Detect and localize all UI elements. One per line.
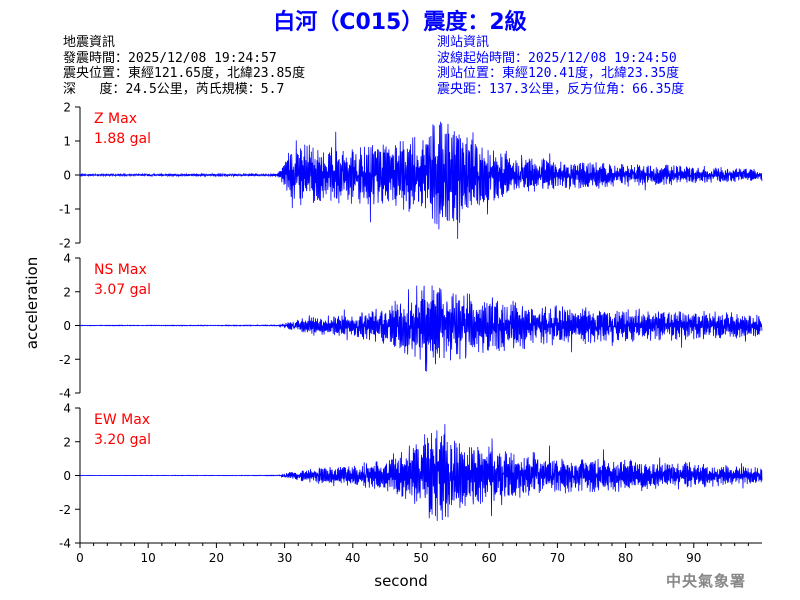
epicentral-distance: 震央距：137.3公里，反方位角：66.35度 (437, 81, 685, 97)
y-tick-label: -2 (59, 503, 71, 517)
waveform-trace (79, 121, 763, 239)
x-tick-label: 70 (550, 551, 565, 565)
x-tick-label: 50 (413, 551, 428, 565)
x-tick-label: 10 (141, 551, 156, 565)
y-tick-label: -4 (59, 537, 71, 551)
component-label: EW Max (94, 412, 150, 428)
y-tick-label: -2 (59, 353, 71, 367)
y-tick-label: 2 (63, 285, 71, 299)
y-tick-label: 4 (63, 402, 71, 416)
y-tick-label: 0 (63, 319, 71, 333)
wave-start-time: 波線起始時間：2025/12/08 19:24:50 (437, 50, 677, 66)
station-info-heading: 測站資訊 (437, 35, 490, 50)
quake-info-block: 地震資訊 發震時間：2025/12/08 19:24:57 震央位置：東經121… (63, 35, 305, 97)
max-value-label: 3.20 gal (94, 432, 151, 448)
station-info-block: 測站資訊 波線起始時間：2025/12/08 19:24:50 測站位置：東經1… (437, 35, 684, 97)
x-tick-label: 30 (277, 551, 292, 565)
max-value-label: 1.88 gal (94, 131, 151, 147)
component-label: NS Max (94, 262, 147, 278)
y-tick-label: -1 (59, 203, 71, 217)
max-value-label: 3.07 gal (94, 282, 151, 298)
x-tick-label: 20 (209, 551, 224, 565)
station-location: 測站位置：東經120.41度，北緯23.35度 (437, 66, 680, 81)
epicenter-location: 震央位置：東經121.65度，北緯23.85度 (63, 66, 306, 81)
waveform-trace (79, 285, 763, 372)
x-tick-label: 40 (345, 551, 360, 565)
x-tick-label: 0 (76, 551, 84, 565)
y-axis-title: acceleration (23, 257, 41, 349)
x-tick-label: 60 (482, 551, 497, 565)
chart-title: 白河（C015）震度：2級 (273, 10, 527, 35)
component-label: Z Max (94, 111, 137, 127)
x-axis-title: second (374, 572, 428, 590)
y-tick-label: 2 (63, 435, 71, 449)
y-tick-label: 4 (63, 252, 71, 266)
origin-time: 發震時間：2025/12/08 19:24:57 (63, 50, 277, 66)
quake-info-heading: 地震資訊 (63, 35, 116, 50)
y-tick-label: -2 (59, 237, 71, 251)
waveform-trace (79, 424, 763, 521)
y-tick-label: 0 (63, 169, 71, 183)
x-tick-label: 90 (686, 551, 701, 565)
y-tick-label: 1 (63, 135, 71, 149)
y-tick-label: 0 (63, 469, 71, 483)
x-tick-label: 80 (618, 551, 633, 565)
cwa-watermark: 中央氣象署 (665, 572, 746, 590)
y-tick-label: 2 (63, 101, 71, 115)
y-tick-label: -4 (59, 387, 71, 401)
depth-magnitude: 深 度：24.5公里，芮氏規模：5.7 (63, 81, 285, 97)
